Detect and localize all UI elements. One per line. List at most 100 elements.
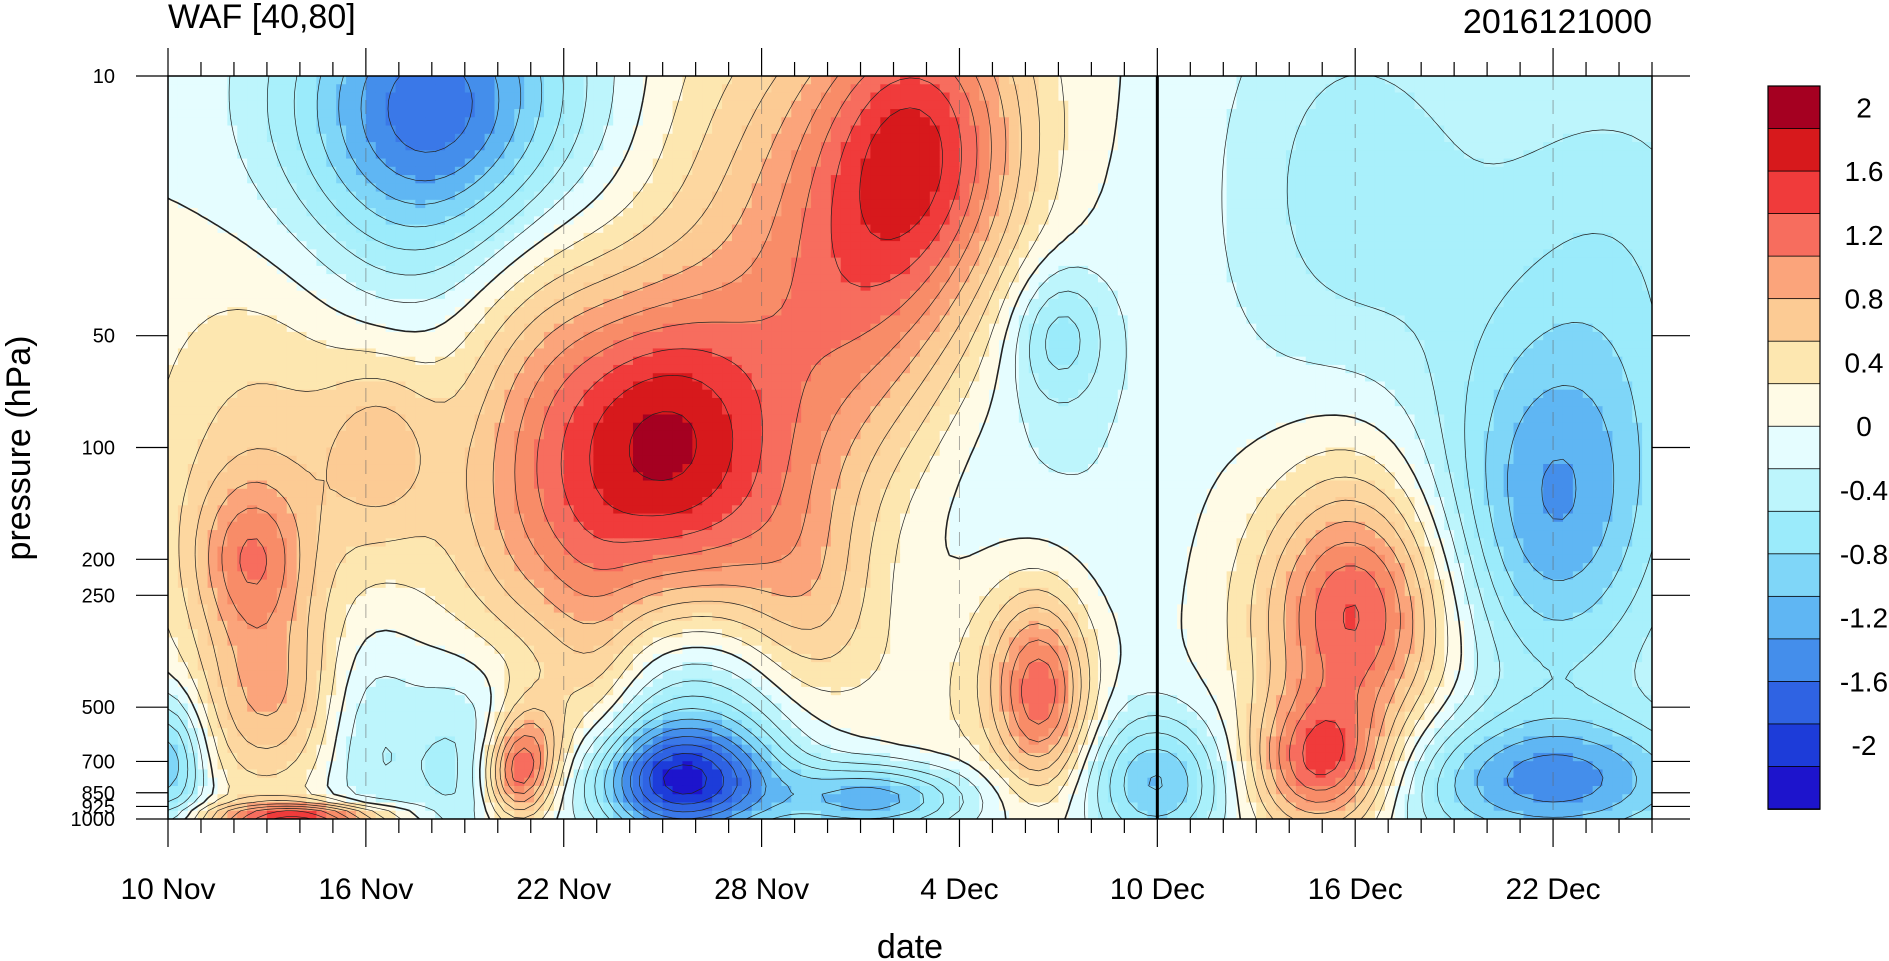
field-cell — [1097, 298, 1109, 308]
field-cell — [979, 150, 990, 160]
field-cell — [1543, 109, 1554, 118]
field-cell — [672, 249, 684, 259]
field-cell — [702, 232, 713, 242]
field-cell — [771, 76, 782, 85]
field-cell — [801, 274, 812, 283]
field-cell — [999, 340, 1010, 350]
field-cell — [603, 274, 614, 283]
field-cell — [296, 241, 308, 250]
field-cell — [1533, 150, 1544, 160]
field-cell — [959, 158, 970, 168]
field-cell — [1315, 257, 1327, 267]
field-cell — [197, 331, 209, 341]
field-cell — [672, 125, 684, 135]
field-cell — [425, 216, 436, 226]
field-cell — [385, 224, 397, 234]
field-cell — [1562, 241, 1574, 250]
field-cell — [1622, 265, 1633, 275]
field-cell — [781, 84, 792, 94]
field-cell — [553, 166, 565, 176]
field-cell — [524, 241, 535, 250]
field-cell — [613, 109, 624, 118]
field-cell — [1414, 76, 1426, 85]
field-cell — [484, 199, 496, 209]
field-cell — [1058, 249, 1069, 259]
field-cell — [623, 216, 634, 226]
field-cell — [1622, 166, 1633, 176]
field-cell — [1592, 265, 1604, 275]
field-cell — [336, 257, 347, 267]
field-cell — [632, 224, 644, 234]
field-cell — [939, 76, 951, 85]
field-cell — [623, 249, 634, 259]
field-cell — [405, 133, 416, 143]
field-cell — [1424, 92, 1435, 102]
field-cell — [375, 92, 387, 102]
field-cell — [682, 224, 693, 234]
field-cell — [771, 290, 782, 300]
field-cell — [504, 331, 515, 341]
field-cell — [959, 125, 970, 135]
field-cell — [524, 323, 535, 333]
field-cell — [1464, 166, 1475, 176]
field-cell — [910, 199, 921, 209]
field-cell — [484, 315, 496, 325]
field-cell — [969, 100, 980, 110]
field-cell — [316, 166, 327, 176]
field-cell — [593, 216, 604, 226]
field-cell — [860, 232, 872, 242]
field-cell — [1167, 199, 1178, 209]
field-cell — [474, 109, 486, 118]
field-cell — [563, 340, 575, 350]
field-cell — [1365, 133, 1376, 143]
field-cell — [791, 208, 802, 217]
field-cell — [266, 224, 278, 234]
field-cell — [1642, 340, 1652, 350]
field-cell — [514, 100, 525, 110]
field-cell — [593, 307, 604, 317]
field-cell — [207, 117, 219, 127]
field-cell — [969, 125, 980, 135]
field-cell — [1325, 274, 1337, 283]
field-cell — [1196, 191, 1208, 201]
field-cell — [445, 199, 456, 209]
field-cell — [286, 109, 298, 118]
field-cell — [939, 290, 951, 300]
field-cell — [464, 76, 476, 85]
field-cell — [484, 92, 496, 102]
field-cell — [830, 125, 842, 135]
field-cell — [168, 142, 179, 151]
field-cell — [850, 340, 862, 350]
field-cell — [860, 298, 872, 308]
field-cell — [187, 150, 199, 160]
field-cell — [266, 92, 278, 102]
field-cell — [1642, 183, 1652, 193]
field-cell — [1394, 224, 1406, 234]
field-cell — [1216, 133, 1228, 143]
field-cell — [494, 331, 505, 341]
field-cell — [900, 133, 911, 143]
field-cell — [900, 224, 911, 234]
field-cell — [850, 315, 862, 325]
field-cell — [1414, 282, 1426, 292]
field-cell — [1068, 125, 1079, 135]
field-cell — [1048, 241, 1059, 250]
field-cell — [187, 224, 199, 234]
field-cell — [1374, 117, 1386, 127]
field-cell — [1374, 191, 1386, 201]
field-cell — [415, 125, 426, 135]
field-cell — [543, 265, 555, 275]
field-cell — [811, 183, 822, 193]
field-cell — [395, 290, 407, 300]
field-cell — [1513, 125, 1524, 135]
field-cell — [1325, 249, 1337, 259]
field-cell — [1157, 331, 1168, 341]
field-cell — [712, 257, 723, 267]
field-cell — [1404, 76, 1416, 85]
field-cell — [1167, 100, 1178, 110]
field-cell — [1088, 183, 1099, 193]
field-cell — [553, 100, 565, 110]
field-cell — [306, 208, 317, 217]
field-cell — [385, 175, 397, 184]
field-cell — [286, 208, 298, 217]
